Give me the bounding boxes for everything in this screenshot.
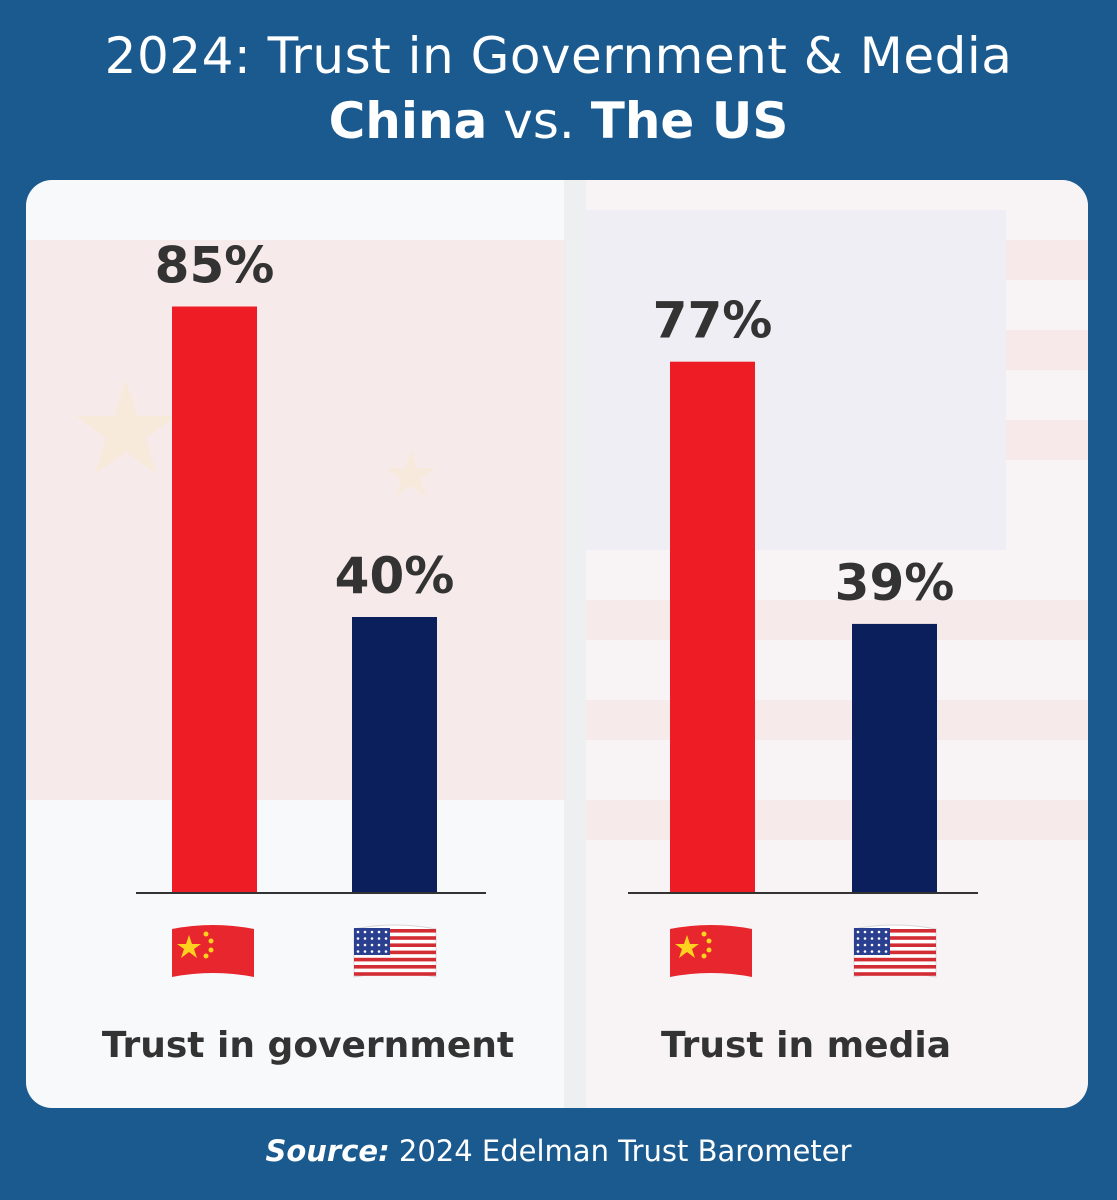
- source-line: Source: 2024 Edelman Trust Barometer: [0, 1134, 1117, 1168]
- value-label-trust-in-government-china: 85%: [155, 237, 275, 295]
- title-line-1: 2024: Trust in Government & Media: [104, 27, 1013, 85]
- chart-title: 2024: Trust in Government & Media China …: [0, 26, 1117, 152]
- title-vs: vs.: [503, 92, 575, 150]
- value-label-trust-in-media-china: 77%: [653, 292, 773, 350]
- title-country-china: China: [328, 92, 488, 150]
- bar-trust-in-government-us: [352, 617, 437, 893]
- china-flag-icon: [172, 925, 254, 977]
- bar-trust-in-media-us: [852, 623, 937, 893]
- source-text: 2024 Edelman Trust Barometer: [398, 1134, 852, 1168]
- title-line-2: China vs. The US: [0, 90, 1117, 152]
- chart-card: 85% 40% Trust in government 77% 39% Trust in …: [26, 180, 1088, 1108]
- china-flag-icon: [670, 925, 752, 977]
- source-label: Source:: [265, 1134, 390, 1168]
- bar-chart: 85% 40% Trust in government 77% 39% Trust in …: [102, 237, 978, 1066]
- value-label-trust-in-media-us: 39%: [835, 554, 955, 612]
- us-flag-icon: [853, 924, 937, 978]
- category-label-trust-in-government: Trust in government: [102, 1025, 514, 1066]
- value-label-trust-in-government-us: 40%: [335, 547, 455, 605]
- bar-trust-in-media-china: [670, 361, 755, 893]
- us-flag-icon: [353, 924, 437, 978]
- title-country-us: The US: [590, 92, 789, 150]
- bar-trust-in-government-china: [172, 306, 257, 893]
- category-label-trust-in-media: Trust in media: [661, 1025, 951, 1066]
